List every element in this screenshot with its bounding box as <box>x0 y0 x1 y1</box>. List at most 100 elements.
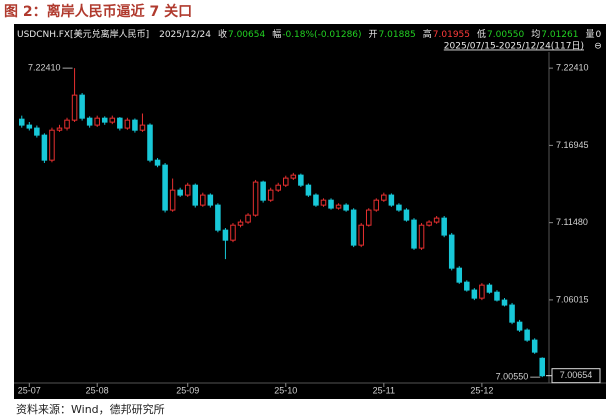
candle-body <box>49 129 55 161</box>
quote-header: USDCNH.FX[美元兑离岸人民币] 2025/12/24 收7.00654 幅-0… <box>17 28 602 40</box>
candle-body <box>19 118 25 126</box>
annotation-label: 7.22410 <box>28 63 61 73</box>
y-tick-label: 7.16945 <box>556 140 589 150</box>
candle-body <box>207 194 214 206</box>
candle-body <box>524 329 530 341</box>
field-value: 7.01955 <box>433 30 470 40</box>
x-tick-label: 25-08 <box>86 385 109 395</box>
candle-body <box>34 127 40 136</box>
y-tick-label: 7.06015 <box>556 294 589 304</box>
candle-body <box>396 204 402 211</box>
candle-body <box>154 159 161 166</box>
candle-body <box>260 181 266 201</box>
date-range: 2025/07/15-2025/12/24(117日) <box>444 41 584 52</box>
candle-body <box>56 127 63 131</box>
candle-body <box>26 124 33 129</box>
x-tick-label: 25-07 <box>18 385 41 395</box>
candle-body <box>94 117 100 126</box>
candle-body <box>381 194 387 201</box>
candle-body <box>101 117 108 123</box>
chart-panel <box>14 24 606 399</box>
candle-body <box>177 189 183 196</box>
field-label: 幅 <box>272 28 281 40</box>
candle-body <box>237 221 244 226</box>
candle-body <box>275 184 281 191</box>
candle-body <box>215 204 221 231</box>
candle-body <box>516 321 523 331</box>
candle-body <box>418 224 425 249</box>
candle-body <box>343 204 349 211</box>
field-value: 7.01261 <box>541 30 578 40</box>
field-value: 7.00550 <box>487 30 524 40</box>
field-value: 7.00654 <box>228 30 265 40</box>
candle-body <box>403 209 410 221</box>
zoom-icon[interactable]: ⊖ <box>594 42 602 52</box>
field-label: 量 <box>585 29 594 40</box>
candle-body <box>86 117 93 126</box>
source-note: 资料来源：Wind，德邦研究所 <box>16 402 165 416</box>
quote-date: 2025/12/24 <box>159 30 211 40</box>
candle-body <box>373 199 380 211</box>
candle-body <box>162 164 168 211</box>
candle-body <box>252 181 259 216</box>
candle-body <box>192 184 199 206</box>
candle-body <box>222 229 229 241</box>
candle-body <box>71 94 78 121</box>
candle-body <box>441 217 447 236</box>
candle-body <box>117 117 123 129</box>
candle-body <box>283 177 289 186</box>
candle-body <box>464 281 470 291</box>
candle-body <box>64 119 70 129</box>
candle-body <box>41 134 48 161</box>
candle-body <box>169 189 176 211</box>
symbol: USDCNH.FX[美元兑离岸人民币] <box>17 28 149 40</box>
candle-body <box>411 219 417 249</box>
candle-body <box>335 204 342 209</box>
last-price-label: 7.00654 <box>560 370 593 380</box>
candle-body <box>147 124 153 161</box>
candle-body <box>79 94 85 119</box>
candle-body <box>290 174 297 179</box>
candle-body <box>230 224 236 241</box>
candle-body <box>267 189 274 201</box>
figure-title: 图 2：离岸人民币逼近 7 关口 <box>4 3 192 20</box>
candle-body <box>365 209 372 226</box>
candle-body <box>509 304 515 323</box>
candle-body <box>109 117 116 123</box>
field-label: 低 <box>477 28 486 40</box>
candle-body <box>433 217 440 223</box>
candle-body <box>320 199 327 206</box>
annotation-label: 7.00550 <box>496 372 529 382</box>
candle-body <box>313 194 319 206</box>
field-value: 0 <box>596 30 602 40</box>
candle-body <box>200 194 206 206</box>
x-tick-label: 25-11 <box>373 385 395 395</box>
field-label: 开 <box>369 29 378 40</box>
candle-body <box>245 214 251 223</box>
field-label: 收 <box>218 28 227 40</box>
candle-body <box>132 119 138 131</box>
field-label: 均 <box>531 28 540 40</box>
candle-body <box>531 339 538 353</box>
field-value: -0.18%(-0.01286) <box>282 30 361 40</box>
y-tick-label: 7.22410 <box>556 63 589 73</box>
field-value: 7.01885 <box>379 30 416 40</box>
x-tick-label: 25-10 <box>274 385 297 395</box>
candle-body <box>471 289 478 299</box>
candle-body <box>124 119 131 129</box>
candle-body <box>184 184 191 196</box>
candle-body <box>448 234 455 269</box>
candle-body <box>305 184 312 196</box>
field-label: 高 <box>423 28 432 40</box>
candle-body <box>388 194 395 206</box>
candle-body <box>328 199 334 209</box>
x-tick-label: 25-09 <box>176 385 199 395</box>
candle-body <box>456 267 463 283</box>
candle-body <box>501 299 508 306</box>
candle-body <box>139 124 146 131</box>
candle-body <box>358 224 364 246</box>
x-tick-label: 25-12 <box>470 385 493 395</box>
candle-body <box>298 174 304 186</box>
candle-body <box>350 209 357 246</box>
